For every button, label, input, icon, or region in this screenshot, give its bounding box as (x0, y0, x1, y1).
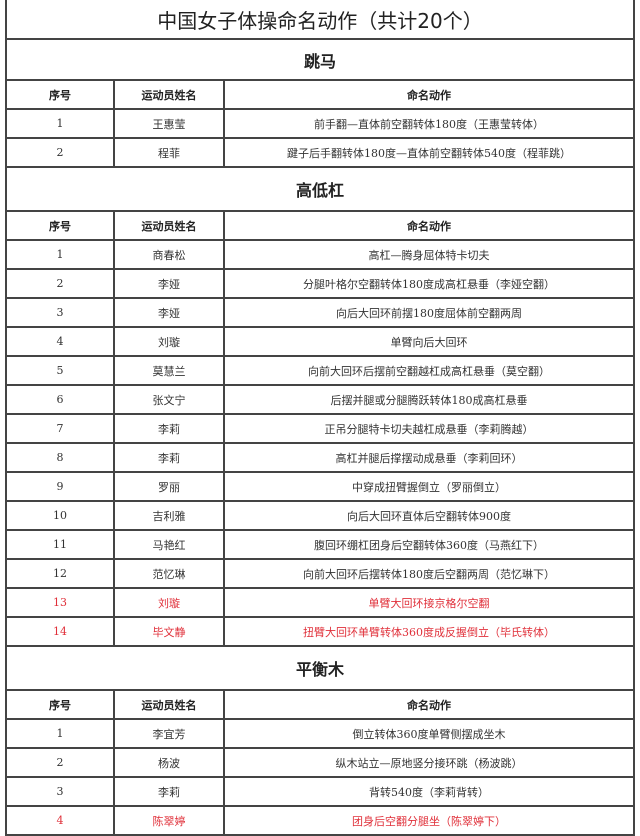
cell-athlete: 李莉 (115, 444, 225, 471)
cell-athlete: 吉利雅 (115, 502, 225, 529)
cell-athlete: 范忆琳 (115, 560, 225, 587)
table-row: 6 张文宁 后摆并腿或分腿腾跃转体180成高杠悬垂 (7, 386, 633, 415)
cell-number: 10 (7, 502, 115, 529)
cell-number: 8 (7, 444, 115, 471)
table-row: 13 刘璇 单臂大回环接京格尔空翻 (7, 589, 633, 618)
cell-athlete: 张文宁 (115, 386, 225, 413)
cell-number: 11 (7, 531, 115, 558)
table-row: 1 王惠莹 前手翻—直体前空翻转体180度（王惠莹转体） (7, 110, 633, 139)
cell-skill: 向后大回环前摆180度屈体前空翻两周 (336, 306, 522, 320)
cell-skill: 向前大回环后摆转体180度后空翻两周（范忆琳下） (303, 567, 555, 581)
cell-athlete: 杨波 (115, 749, 225, 776)
cell-athlete: 李莉 (115, 778, 225, 805)
gymnastics-skills-table: 中国女子体操命名动作（共计20个） 跳马 序号 运动员姓名 命名动作 1 王惠莹 前手翻—直… (5, 0, 635, 836)
header-athlete: 运动员姓名 (115, 691, 225, 718)
cell-skill: 踺子后手翻转体180度—直体前空翻转体540度（程菲跳） (287, 146, 571, 160)
section-header: 跳马 (7, 40, 633, 81)
cell-athlete: 莫慧兰 (115, 357, 225, 384)
table-row: 4 刘璇 单臂向后大回环 (7, 328, 633, 357)
cell-number: 2 (7, 749, 115, 776)
cell-skill: 单臂向后大回环 (390, 335, 468, 349)
cell-skill: 高杠并腿后撑摆动成悬垂（李莉回环） (335, 451, 523, 465)
cell-number: 7 (7, 415, 115, 442)
cell-skill: 向后大回环直体后空翻转体900度 (347, 509, 511, 523)
cell-number: 14 (7, 618, 115, 645)
cell-athlete: 李娅 (115, 299, 225, 326)
cell-athlete: 刘璇 (115, 328, 225, 355)
table-row: 9 罗丽 中穿成扭臂握倒立（罗丽倒立） (7, 473, 633, 502)
cell-athlete: 李娅 (115, 270, 225, 297)
table-row: 12 范忆琳 向前大回环后摆转体180度后空翻两周（范忆琳下） (7, 560, 633, 589)
cell-skill: 纵木站立—原地竖分接环跳（杨波跳） (335, 756, 523, 770)
cell-athlete: 毕文静 (115, 618, 225, 645)
table-row: 8 李莉 高杠并腿后撑摆动成悬垂（李莉回环） (7, 444, 633, 473)
document-title: 中国女子体操命名动作（共计20个） (7, 0, 633, 40)
cell-athlete: 罗丽 (115, 473, 225, 500)
cell-number: 9 (7, 473, 115, 500)
cell-athlete: 陈翠婷 (115, 807, 225, 834)
header-skill: 命名动作 (407, 698, 451, 712)
header-skill: 命名动作 (407, 88, 451, 102)
header-athlete: 运动员姓名 (115, 81, 225, 108)
table-row: 7 李莉 正吊分腿特卡切夫越杠成悬垂（李莉腾越） (7, 415, 633, 444)
column-header-row: 序号 运动员姓名 命名动作 (7, 691, 633, 720)
cell-number: 3 (7, 299, 115, 326)
cell-number: 4 (7, 328, 115, 355)
cell-skill: 团身后空翻分腿坐（陈翠婷下） (352, 814, 506, 828)
cell-number: 1 (7, 241, 115, 268)
cell-number: 4 (7, 807, 115, 834)
cell-athlete: 李宜芳 (115, 720, 225, 747)
header-number: 序号 (7, 81, 115, 108)
cell-skill: 腹回环绷杠团身后空翻转体360度（马燕红下） (314, 538, 544, 552)
table-row: 2 李娅 分腿叶格尔空翻转体180度成高杠悬垂（李娅空翻） (7, 270, 633, 299)
cell-skill: 倒立转体360度单臂侧摆成坐木 (352, 727, 506, 741)
table-row: 10 吉利雅 向后大回环直体后空翻转体900度 (7, 502, 633, 531)
cell-skill: 前手翻—直体前空翻转体180度（王惠莹转体） (314, 117, 544, 131)
header-skill: 命名动作 (407, 219, 451, 233)
table-row: 1 商春松 高杠—腾身屈体特卡切夫 (7, 241, 633, 270)
header-number: 序号 (7, 691, 115, 718)
column-header-row: 序号 运动员姓名 命名动作 (7, 212, 633, 241)
cell-skill: 后摆并腿或分腿腾跃转体180成高杠悬垂 (330, 393, 528, 407)
cell-athlete: 商春松 (115, 241, 225, 268)
table-row: 14 毕文静 扭臂大回环单臂转体360度成反握倒立（毕氏转体） (7, 618, 633, 647)
cell-number: 1 (7, 720, 115, 747)
section-header: 高低杠 (7, 168, 633, 212)
cell-athlete: 程菲 (115, 139, 225, 166)
cell-skill: 向前大回环后摆前空翻越杠成高杠悬垂（莫空翻） (308, 364, 550, 378)
cell-skill: 背转540度（李莉背转） (369, 785, 489, 799)
section-header: 平衡木 (7, 647, 633, 691)
table-row: 5 莫慧兰 向前大回环后摆前空翻越杠成高杠悬垂（莫空翻） (7, 357, 633, 386)
cell-skill: 扭臂大回环单臂转体360度成反握倒立（毕氏转体） (303, 625, 555, 639)
cell-athlete: 李莉 (115, 415, 225, 442)
table-row: 2 杨波 纵木站立—原地竖分接环跳（杨波跳） (7, 749, 633, 778)
header-number: 序号 (7, 212, 115, 239)
header-athlete: 运动员姓名 (115, 212, 225, 239)
cell-skill: 高杠—腾身屈体特卡切夫 (368, 248, 490, 262)
cell-athlete: 马艳红 (115, 531, 225, 558)
cell-skill: 正吊分腿特卡切夫越杠成悬垂（李莉腾越） (324, 422, 534, 436)
table-row: 4 陈翠婷 团身后空翻分腿坐（陈翠婷下） (7, 807, 633, 836)
table-row: 2 程菲 踺子后手翻转体180度—直体前空翻转体540度（程菲跳） (7, 139, 633, 168)
table-row: 3 李莉 背转540度（李莉背转） (7, 778, 633, 807)
cell-number: 2 (7, 270, 115, 297)
table-row: 1 李宜芳 倒立转体360度单臂侧摆成坐木 (7, 720, 633, 749)
column-header-row: 序号 运动员姓名 命名动作 (7, 81, 633, 110)
cell-number: 2 (7, 139, 115, 166)
cell-skill: 单臂大回环接京格尔空翻 (368, 596, 490, 610)
cell-number: 12 (7, 560, 115, 587)
cell-number: 3 (7, 778, 115, 805)
cell-skill: 分腿叶格尔空翻转体180度成高杠悬垂（李娅空翻） (303, 277, 555, 291)
table-row: 11 马艳红 腹回环绷杠团身后空翻转体360度（马燕红下） (7, 531, 633, 560)
cell-athlete: 刘璇 (115, 589, 225, 616)
cell-skill: 中穿成扭臂握倒立（罗丽倒立） (352, 480, 506, 494)
cell-number: 5 (7, 357, 115, 384)
table-row: 3 李娅 向后大回环前摆180度屈体前空翻两周 (7, 299, 633, 328)
cell-athlete: 王惠莹 (115, 110, 225, 137)
cell-number: 1 (7, 110, 115, 137)
cell-number: 6 (7, 386, 115, 413)
cell-number: 13 (7, 589, 115, 616)
